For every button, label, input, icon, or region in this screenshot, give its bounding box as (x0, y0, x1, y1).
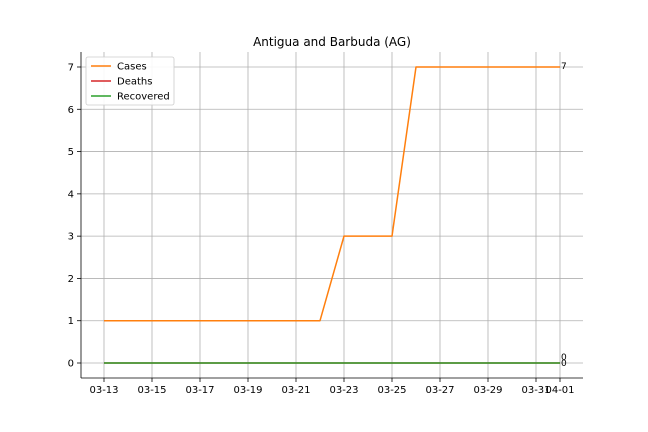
axes (80, 52, 583, 379)
legend-label-recovered: Recovered (117, 92, 170, 103)
legend: Cases Deaths Recovered (85, 56, 175, 106)
grid (81, 52, 583, 378)
legend-label-deaths: Deaths (117, 77, 152, 88)
x-tick-label: 03-21 (281, 385, 310, 396)
x-tick-label: 03-13 (89, 385, 118, 396)
x-tick-label: 03-17 (185, 385, 214, 396)
y-tick-label: 2 (68, 274, 74, 285)
x-tick-label: 04-01 (545, 385, 574, 396)
y-tick-label: 5 (68, 147, 74, 158)
x-tick-label: 03-19 (233, 385, 262, 396)
end-label-cases: 7 (561, 62, 567, 72)
y-tick-label: 7 (68, 63, 74, 74)
x-tick-label: 03-25 (377, 385, 406, 396)
y-tick-label: 3 (68, 232, 74, 243)
end-label-deaths: 0 (561, 353, 567, 363)
y-tick-label: 1 (68, 316, 74, 327)
x-tick-label: 03-29 (473, 385, 502, 396)
x-axis-ticks: 03-13 03-15 03-17 03-19 03-21 03-23 03-25 03-27… (89, 378, 575, 396)
series-line-cases (104, 66, 560, 322)
y-tick-label: 0 (68, 359, 74, 370)
y-axis-ticks: 0 1 2 3 4 5 6 7 (68, 63, 81, 370)
legend-label-cases: Cases (117, 62, 147, 73)
end-labels: 7 00 (561, 62, 567, 369)
x-tick-label: 03-23 (329, 385, 358, 396)
y-tick-label: 4 (68, 189, 74, 200)
legend-box (85, 56, 175, 106)
x-tick-label: 03-15 (137, 385, 166, 396)
x-tick-label: 03-27 (425, 385, 454, 396)
end-label-recovered: 0 (561, 359, 567, 369)
series-lines (104, 66, 560, 364)
x-tick-label: 03-31 (521, 385, 550, 396)
y-tick-label: 6 (68, 105, 74, 116)
chart-title: Antigua and Barbuda (AG) (253, 35, 411, 49)
